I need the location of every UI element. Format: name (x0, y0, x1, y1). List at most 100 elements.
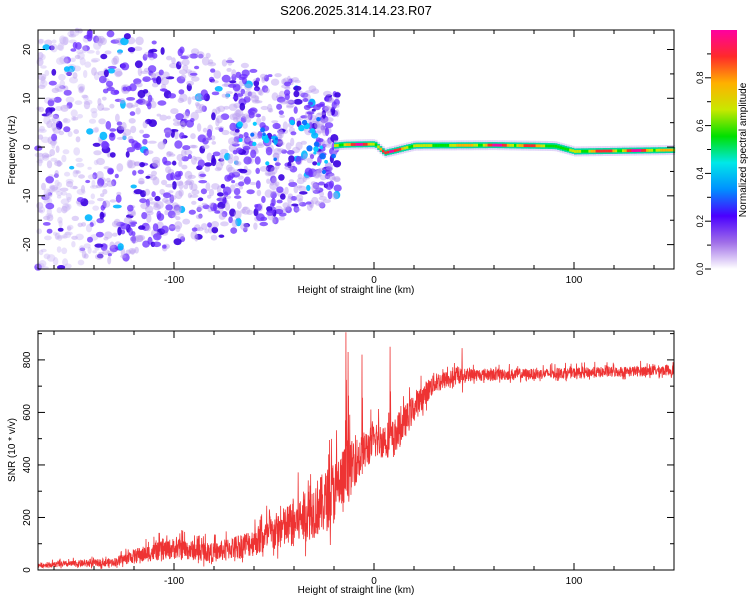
noise-blob (182, 145, 191, 151)
noise-blob (86, 128, 94, 135)
spectrogram-frame (37, 29, 675, 270)
colorbar: 0.0 0.2 0.4 0.6 0.8 Normalized spectral ampl… (695, 30, 749, 275)
noise-blob (221, 74, 231, 83)
noise-blob (54, 173, 59, 178)
noise-blob (113, 218, 121, 227)
noise-blob (217, 192, 224, 197)
snr-marks (37, 332, 675, 570)
noise-blob (243, 156, 252, 165)
noise-blob-bright (260, 127, 266, 133)
noise-blob (77, 51, 85, 60)
noise-blob (43, 253, 51, 260)
noise-blob (289, 165, 298, 173)
noise-blob (174, 140, 183, 149)
noise-blob (56, 194, 62, 199)
noise-blob (301, 150, 308, 160)
noise-blob (153, 233, 162, 241)
noise-blob (72, 65, 82, 72)
signal-core (334, 144, 337, 147)
noise-blob (269, 182, 278, 191)
noise-blob (142, 53, 148, 61)
noise-blob (103, 69, 109, 78)
noise-blob-bright (298, 124, 305, 132)
noise-blob (195, 103, 202, 110)
noise-blob (270, 175, 277, 184)
noise-blob (147, 102, 152, 110)
noise-blob (77, 83, 86, 91)
noise-blob (125, 249, 132, 255)
noise-blob (234, 160, 240, 166)
noise-blob (315, 200, 321, 206)
signal-core (355, 143, 359, 146)
noise-blob (133, 161, 141, 166)
noise-blob (218, 158, 225, 162)
noise-blob (89, 185, 99, 189)
noise-blob (148, 201, 158, 205)
spectrogram-ytick-label: -10 (22, 188, 33, 203)
noise-blob (246, 209, 254, 215)
noise-blob (157, 100, 167, 106)
noise-blob (63, 105, 70, 109)
signal-core (362, 142, 366, 146)
noise-blob (145, 118, 153, 125)
noise-blob (215, 106, 221, 114)
noise-blob (40, 248, 47, 253)
signal-core (346, 143, 349, 146)
noise-blob (63, 89, 72, 96)
noise-blob (166, 115, 171, 120)
noise-blob (235, 109, 241, 117)
noise-blob (307, 119, 315, 124)
noise-blob (74, 100, 83, 105)
noise-blob (190, 118, 195, 123)
noise-blob (84, 61, 92, 68)
noise-blob (324, 122, 334, 129)
noise-blob (190, 230, 198, 240)
noise-blob-bright (275, 137, 278, 141)
noise-blob (168, 93, 177, 99)
noise-blob (206, 152, 213, 162)
noise-blob (210, 234, 218, 241)
noise-blob (37, 209, 44, 213)
noise-blob (219, 152, 225, 161)
noise-blob (92, 172, 98, 180)
signal-core (530, 144, 534, 148)
noise-blob (169, 195, 177, 201)
noise-blob (71, 116, 76, 121)
signal-core (384, 151, 388, 155)
noise-blob (105, 80, 114, 88)
noise-blob (185, 69, 192, 74)
noise-blob (109, 128, 117, 132)
noise-blob (169, 153, 176, 157)
signal-core (547, 144, 551, 148)
noise-blob (284, 93, 290, 101)
noise-blob (69, 165, 75, 170)
noise-blob (130, 184, 137, 189)
noise-blob (229, 80, 237, 84)
noise-blob (197, 159, 205, 168)
noise-blob (312, 161, 318, 166)
noise-blob (87, 166, 92, 170)
noise-blob (218, 213, 226, 220)
noise-blob (178, 69, 188, 75)
noise-blob (63, 117, 68, 123)
noise-blob (186, 54, 192, 58)
noise-blob (241, 69, 250, 77)
signal-core (586, 149, 589, 153)
noise-blob (75, 170, 80, 174)
noise-blob (264, 74, 269, 82)
noise-blob (171, 57, 176, 64)
noise-blob (62, 149, 70, 155)
signal-core (463, 143, 467, 147)
noise-blob (134, 246, 139, 254)
noise-blob (162, 244, 167, 249)
noise-blob (56, 246, 62, 253)
noise-blob (174, 221, 183, 230)
noise-blob (288, 181, 298, 187)
noise-blob (44, 192, 52, 198)
noise-blob (83, 253, 89, 259)
signal-core (667, 148, 671, 152)
noise-blob-bright (319, 145, 324, 150)
noise-blob (205, 182, 211, 192)
noise-blob (127, 47, 136, 53)
noise-blob (87, 236, 93, 243)
